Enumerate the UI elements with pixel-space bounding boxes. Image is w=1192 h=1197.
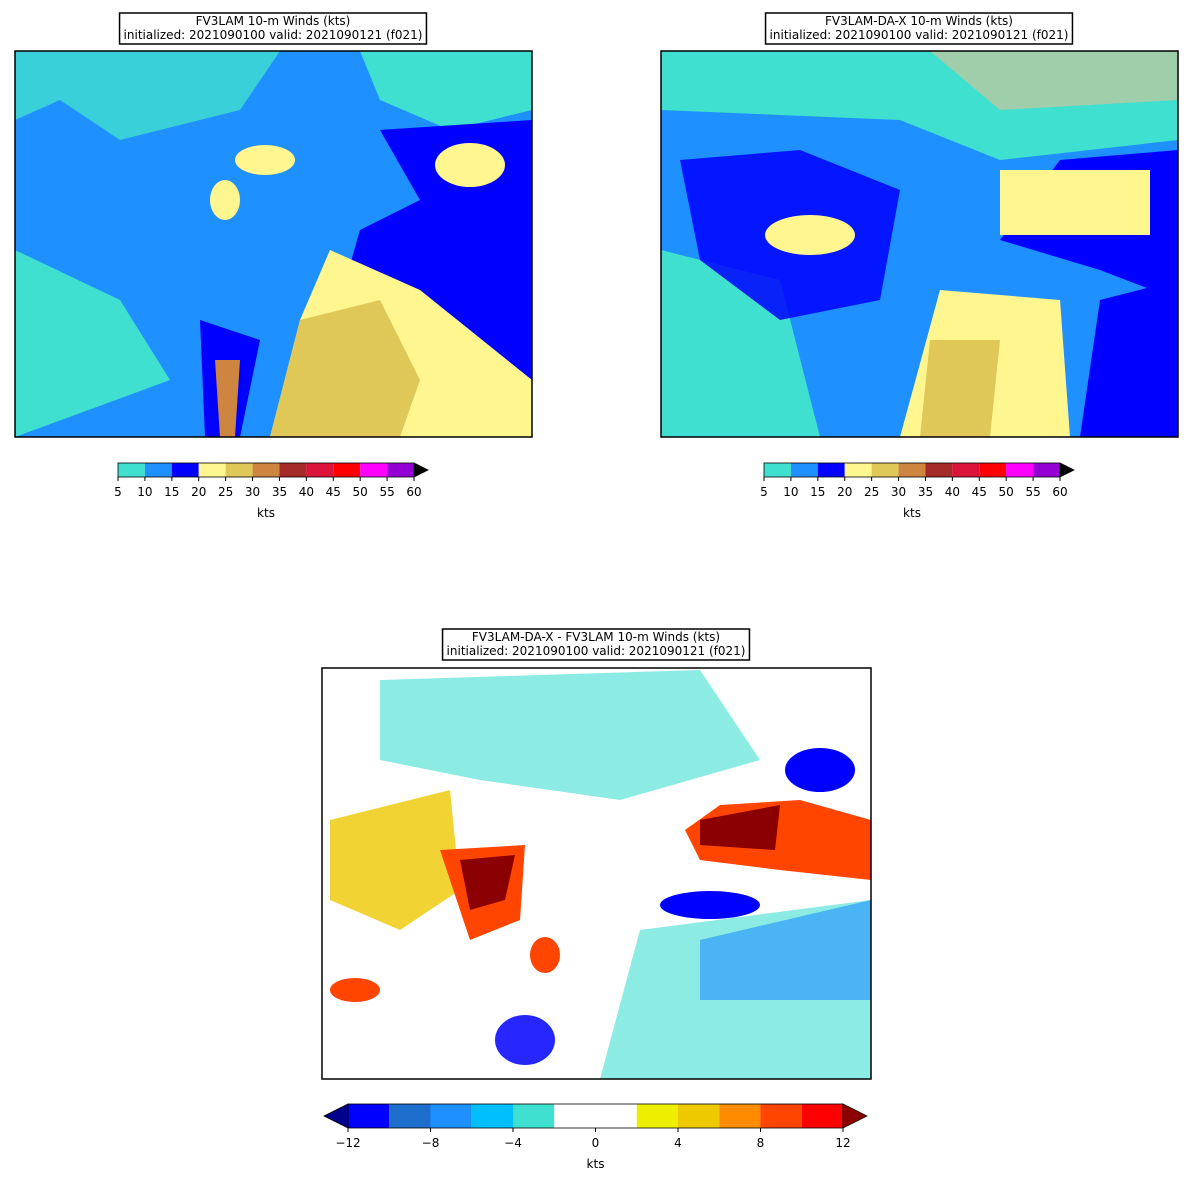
map-field — [660, 50, 1179, 438]
colorbar-tick-label: 10 — [783, 485, 798, 499]
colorbar-segment — [513, 1104, 555, 1128]
colorbar-tick-label: 20 — [837, 485, 852, 499]
colorbar-tick-label: 25 — [864, 485, 879, 499]
colorbar-segment — [306, 463, 334, 477]
colorbar-tick-label: 4 — [674, 1136, 682, 1150]
colorbar-segment — [678, 1104, 720, 1128]
colorbar-segment — [198, 463, 226, 477]
panel-title: FV3LAM-DA-X - FV3LAM 10-m Winds (kts) — [472, 630, 720, 644]
map-field — [14, 50, 533, 438]
panel-title: initialized: 2021090100 valid: 202109012… — [770, 28, 1069, 42]
colorbar-tick-label: 10 — [137, 485, 152, 499]
colorbar-tick-label: −12 — [335, 1136, 360, 1150]
colorbar-segment — [554, 1104, 596, 1128]
colorbar-segment — [801, 1104, 843, 1128]
colorbar-tick-label: 50 — [999, 485, 1014, 499]
panel-title: FV3LAM-DA-X 10-m Winds (kts) — [825, 14, 1013, 28]
colorbar-tick-label: 5 — [114, 485, 122, 499]
colorbar-segment — [360, 463, 388, 477]
colorbar-segment — [636, 1104, 678, 1128]
colorbar-tick-label: 45 — [972, 485, 987, 499]
colorbar-tick-label: −8 — [422, 1136, 440, 1150]
panel-title: initialized: 2021090100 valid: 202109012… — [124, 28, 423, 42]
colorbar-tick-label: 25 — [218, 485, 233, 499]
colorbar-tick-label: 5 — [760, 485, 768, 499]
colorbar-tick-label: 45 — [326, 485, 341, 499]
colorbar-tick-label: 55 — [1025, 485, 1040, 499]
colorbar-frame — [117, 462, 415, 478]
panel-title: initialized: 2021090100 valid: 202109012… — [447, 644, 746, 658]
colorbar-segment — [118, 463, 145, 477]
colorbar-extend-max — [1059, 462, 1075, 478]
title-box — [764, 12, 1074, 45]
colorbar-segment — [252, 463, 280, 477]
colorbar-segment — [430, 1104, 472, 1128]
colorbar-tick-label: 30 — [891, 485, 906, 499]
colorbar-segment — [952, 463, 980, 477]
panel-title: FV3LAM 10-m Winds (kts) — [196, 14, 351, 28]
colorbar-segment — [925, 463, 953, 477]
colorbar-tick-label: 15 — [164, 485, 179, 499]
colorbar-segment — [979, 463, 1007, 477]
colorbar-tick-label: 55 — [379, 485, 394, 499]
colorbar-segment — [333, 463, 361, 477]
colorbar-extend-max — [413, 462, 429, 478]
colorbar-segment — [719, 1104, 761, 1128]
colorbar-segment — [817, 463, 845, 477]
colorbar-tick-label: 40 — [299, 485, 314, 499]
colorbar-tick-label: 35 — [272, 485, 287, 499]
colorbar-segment — [171, 463, 199, 477]
colorbar-segment — [144, 463, 172, 477]
colorbar-segment — [790, 463, 818, 477]
title-box — [118, 12, 428, 45]
colorbar-label: kts — [903, 506, 921, 520]
colorbar-segment — [279, 463, 307, 477]
colorbar-segment — [764, 463, 791, 477]
colorbar-segment — [348, 1104, 390, 1128]
colorbar-tick-label: 35 — [918, 485, 933, 499]
colorbar-label: kts — [587, 1157, 605, 1171]
colorbar-segment — [225, 463, 253, 477]
colorbar-tick-label: 15 — [810, 485, 825, 499]
colorbar-tick-label: 20 — [191, 485, 206, 499]
title-box — [441, 628, 751, 661]
colorbar-tick-label: 8 — [757, 1136, 765, 1150]
colorbar-tick-label: 0 — [592, 1136, 600, 1150]
colorbar-frame — [763, 462, 1061, 478]
colorbar-extend-min — [323, 1103, 349, 1129]
colorbar-segment — [1006, 463, 1034, 477]
colorbar-segment — [871, 463, 899, 477]
colorbar-segment — [471, 1104, 513, 1128]
colorbar-tick-label: −4 — [504, 1136, 522, 1150]
colorbar-extend-max — [842, 1103, 868, 1129]
colorbar-segment — [760, 1104, 802, 1128]
colorbar-segment — [844, 463, 872, 477]
colorbar-tick-label: 12 — [835, 1136, 850, 1150]
colorbar-segment — [595, 1104, 637, 1128]
map-field — [321, 667, 872, 1080]
colorbar-segment — [898, 463, 926, 477]
colorbar-label: kts — [257, 506, 275, 520]
colorbar-tick-label: 40 — [945, 485, 960, 499]
colorbar-tick-label: 30 — [245, 485, 260, 499]
colorbar-segment — [389, 1104, 431, 1128]
colorbar-segment — [1033, 463, 1060, 477]
colorbar-tick-label: 60 — [406, 485, 421, 499]
colorbar-tick-label: 60 — [1052, 485, 1067, 499]
colorbar-segment — [387, 463, 414, 477]
colorbar-tick-label: 50 — [353, 485, 368, 499]
